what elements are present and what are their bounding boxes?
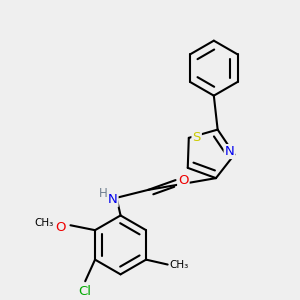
Text: S: S — [193, 131, 201, 144]
Text: Cl: Cl — [79, 285, 92, 298]
Text: CH₃: CH₃ — [170, 260, 189, 269]
Text: N: N — [225, 145, 234, 158]
Text: O: O — [178, 174, 189, 187]
Text: O: O — [56, 221, 66, 234]
Text: CH₃: CH₃ — [34, 218, 54, 228]
Text: N: N — [108, 193, 118, 206]
Text: H: H — [98, 187, 107, 200]
